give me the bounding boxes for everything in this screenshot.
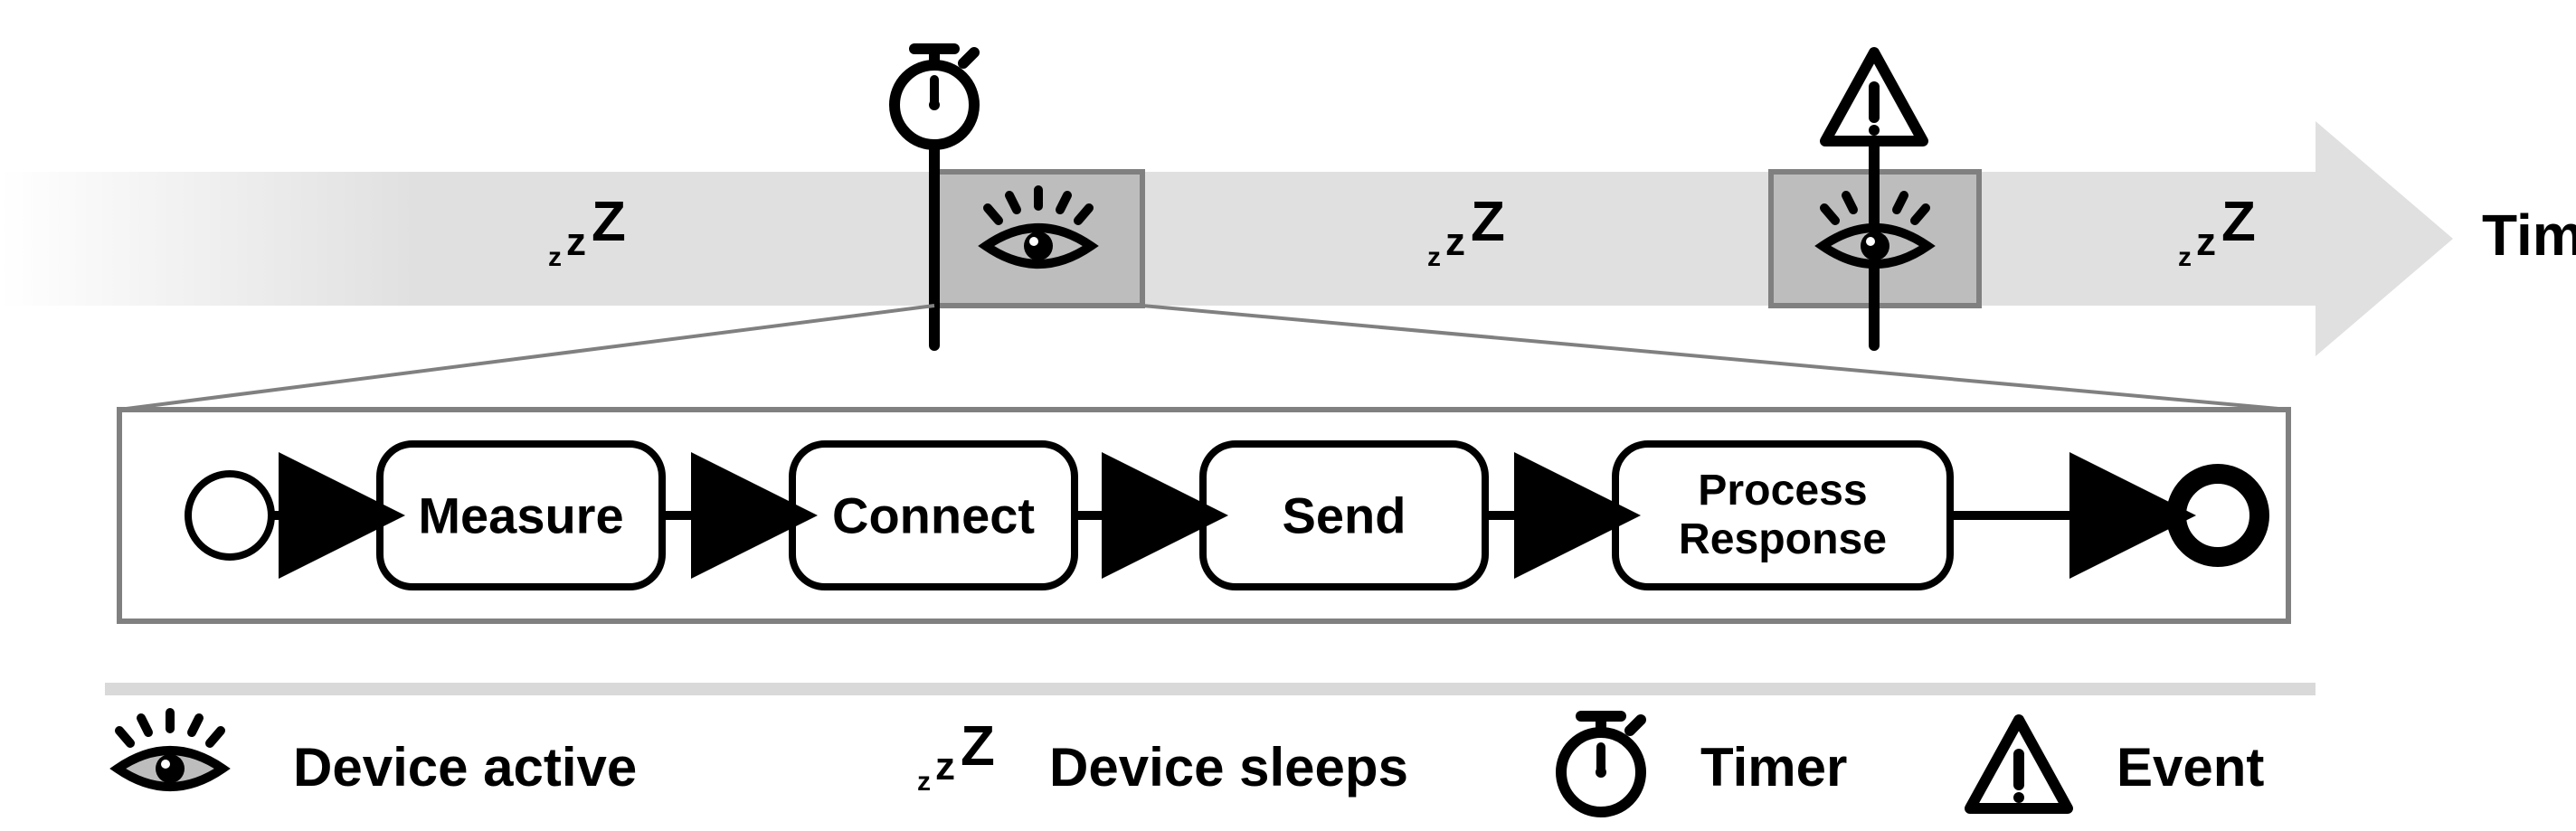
legend: Device active Device sleeps Timer Event: [118, 713, 2264, 812]
flow-step-label: Measure: [418, 487, 623, 544]
event-icon: [1825, 52, 1923, 141]
legend-label: Device sleeps: [1049, 737, 1408, 798]
flow-container: Measure Connect Send ProcessResponse: [119, 410, 2288, 621]
callout-lines: [119, 306, 2288, 410]
legend-label: Device active: [293, 737, 637, 798]
flow-step-label: Send: [1283, 487, 1406, 544]
timer-icon: [1561, 716, 1641, 812]
event-icon: [1970, 720, 2068, 808]
time-axis-label: Time: [2482, 203, 2576, 268]
bpmn-start: [188, 474, 271, 557]
legend-label: Event: [2117, 737, 2264, 798]
timeline: Time: [0, 49, 2576, 356]
iot-lifecycle-diagram: z z Z Time MeasureConnectSendProcessResp…: [0, 0, 2576, 831]
timer-icon: [895, 49, 974, 145]
legend-label: Timer: [1700, 737, 1847, 798]
flow-step-label: Connect: [832, 487, 1035, 544]
eye-icon: [118, 713, 223, 787]
flow-step-label: ProcessResponse: [1679, 466, 1887, 563]
sleep-icon: [917, 715, 995, 797]
bpmn-end: [2176, 474, 2259, 557]
